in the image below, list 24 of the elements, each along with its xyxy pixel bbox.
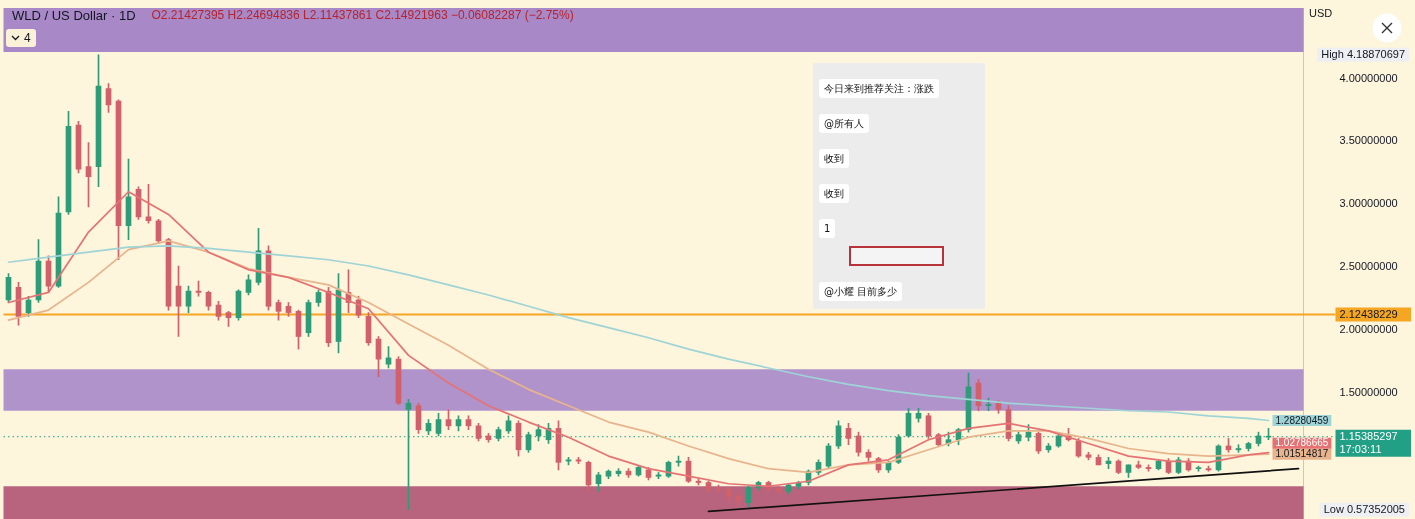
text: USD bbox=[1309, 7, 1333, 19]
y-tick-label: 3.50000000 bbox=[1339, 134, 1398, 147]
text: 17:03:11 bbox=[1339, 442, 1382, 455]
data-label: 1.01514817 bbox=[1275, 448, 1329, 460]
y-tick-label: 3.00000000 bbox=[1339, 197, 1398, 210]
y-tick-label: 4.00000000 bbox=[1339, 71, 1398, 84]
chart-title: WLD / US Dollar · 1D bbox=[12, 7, 136, 23]
y-tick-label: 2.00000000 bbox=[1339, 323, 1398, 336]
annotation: @所有人 bbox=[819, 114, 869, 133]
text: High 4.18870697 bbox=[1321, 47, 1405, 60]
ref-line-label: 1.15385297 bbox=[1339, 429, 1398, 442]
data-label: 1.02786665 bbox=[1275, 437, 1329, 449]
annotation: 今日来到推荐关注：涨跌 bbox=[819, 79, 939, 98]
chart-subtitle: O2.21427395 H2.24694836 L2.11437861 C2.14921963 −0.06082287 (−2.75%) bbox=[151, 8, 574, 22]
text: Low 0.57352005 bbox=[1323, 502, 1405, 515]
annotation: 收到 bbox=[819, 149, 849, 168]
annotation: 收到 bbox=[819, 184, 849, 203]
data-label: 1.28280459 bbox=[1275, 414, 1329, 426]
annotation: @小耀 目前多少 bbox=[819, 282, 903, 301]
annotation: 1 bbox=[819, 219, 836, 238]
y-tick-label: 2.50000000 bbox=[1339, 260, 1398, 273]
ref-line-label: 2.12438229 bbox=[1339, 307, 1398, 320]
annotation: 4 bbox=[24, 31, 31, 45]
y-tick-label: 1.50000000 bbox=[1339, 386, 1398, 399]
